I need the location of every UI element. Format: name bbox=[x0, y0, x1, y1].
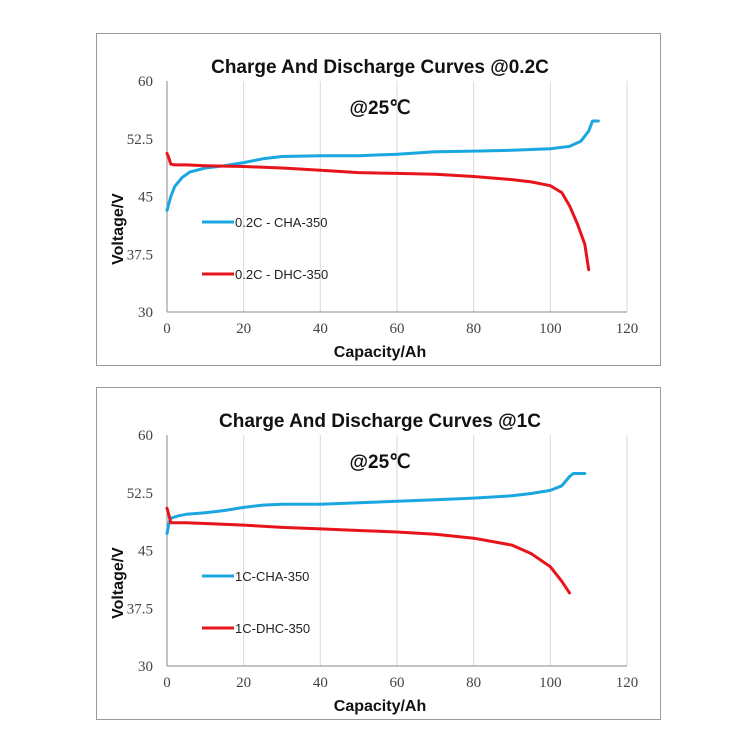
series-line-0 bbox=[165, 119, 600, 212]
x-tick-label: 120 bbox=[616, 321, 639, 337]
x-tick-label: 60 bbox=[390, 675, 405, 691]
y-tick-label: 52.5 bbox=[127, 486, 153, 502]
y-tick-label: 45 bbox=[138, 544, 153, 560]
plot-area: 0 20 40 60 80 100 120 30 37.5 45 52.5 60 1C-CHA-350 1… bbox=[127, 428, 639, 691]
x-axis-label: Capacity/Ah bbox=[334, 344, 426, 361]
x-tick-label: 100 bbox=[539, 675, 562, 691]
chart-subtitle: @25℃ bbox=[350, 98, 411, 119]
series-line-0 bbox=[165, 472, 587, 536]
x-tick-label: 20 bbox=[236, 675, 251, 691]
chart-panel-0: Charge And Discharge Curves @0.2C @25℃ C… bbox=[96, 33, 661, 366]
x-tick-label: 80 bbox=[466, 321, 481, 337]
y-tick-label: 60 bbox=[138, 428, 153, 444]
y-tick-label: 45 bbox=[138, 190, 153, 206]
legend-label: 1C-DHC-350 bbox=[235, 621, 310, 636]
y-axis-label: Voltage/V bbox=[110, 547, 127, 619]
chart-svg-1: Charge And Discharge Curves @1C @25℃ Cap… bbox=[110, 411, 639, 715]
chart-title: Charge And Discharge Curves @1C bbox=[219, 411, 541, 432]
x-tick-label: 120 bbox=[616, 675, 639, 691]
plot-area: 0 20 40 60 80 100 120 30 37.5 45 52.5 60 0.2C - CHA-… bbox=[127, 74, 639, 337]
y-tick-label: 37.5 bbox=[127, 601, 153, 617]
y-tick-label: 30 bbox=[138, 305, 153, 321]
x-tick-label: 0 bbox=[163, 675, 171, 691]
y-tick-label: 30 bbox=[138, 659, 153, 675]
x-tick-label: 0 bbox=[163, 321, 171, 337]
x-axis-label: Capacity/Ah bbox=[334, 698, 426, 715]
legend-label: 0.2C - DHC-350 bbox=[235, 267, 328, 282]
y-tick-label: 37.5 bbox=[127, 247, 153, 263]
series-line-1 bbox=[165, 506, 571, 595]
chart-subtitle: @25℃ bbox=[350, 452, 411, 473]
x-tick-label: 80 bbox=[466, 675, 481, 691]
x-tick-label: 60 bbox=[390, 321, 405, 337]
chart-panel-1: Charge And Discharge Curves @1C @25℃ Cap… bbox=[96, 387, 661, 720]
chart-svg-0: Charge And Discharge Curves @0.2C @25℃ C… bbox=[110, 57, 639, 361]
y-axis-label: Voltage/V bbox=[110, 193, 127, 265]
series-line-1 bbox=[165, 151, 591, 272]
legend-label: 1C-CHA-350 bbox=[235, 569, 309, 584]
y-tick-label: 60 bbox=[138, 74, 153, 90]
chart-title: Charge And Discharge Curves @0.2C bbox=[211, 57, 549, 78]
x-tick-label: 40 bbox=[313, 675, 328, 691]
x-tick-label: 100 bbox=[539, 321, 562, 337]
x-tick-label: 40 bbox=[313, 321, 328, 337]
y-tick-label: 52.5 bbox=[127, 132, 153, 148]
legend-label: 0.2C - CHA-350 bbox=[235, 215, 327, 230]
x-tick-label: 20 bbox=[236, 321, 251, 337]
